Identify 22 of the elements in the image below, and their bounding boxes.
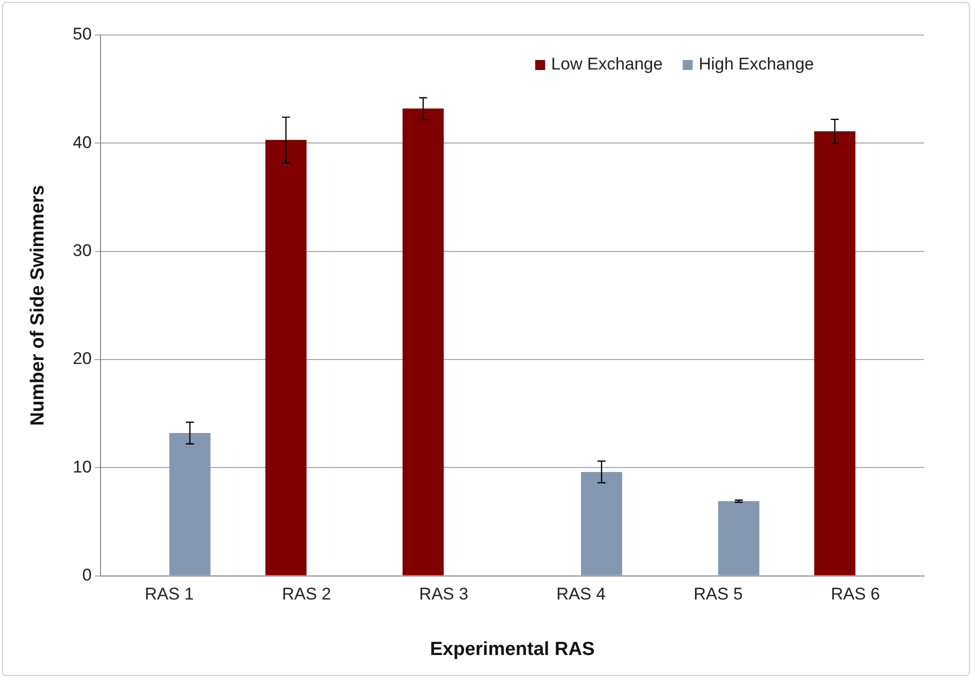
x-axis-title: Experimental RAS bbox=[430, 638, 595, 660]
x-tick-label: RAS 3 bbox=[419, 584, 468, 604]
y-tick-label: 20 bbox=[72, 349, 92, 368]
bar bbox=[265, 140, 307, 576]
bar bbox=[814, 131, 856, 576]
x-tick-label: RAS 4 bbox=[556, 584, 606, 604]
y-tick-label: 30 bbox=[72, 241, 92, 260]
bar bbox=[402, 108, 444, 576]
legend-label: High Exchange bbox=[698, 54, 814, 74]
x-tick-label: RAS 2 bbox=[282, 584, 332, 604]
y-tick-label: 50 bbox=[72, 24, 92, 44]
y-tick-label: 40 bbox=[72, 132, 92, 152]
y-tick-label: 10 bbox=[72, 457, 92, 476]
x-tick-label: RAS 1 bbox=[144, 584, 194, 604]
y-tick-label: 0 bbox=[82, 565, 92, 584]
x-tick-label: RAS 5 bbox=[694, 584, 743, 604]
x-tick-label: RAS 6 bbox=[830, 584, 880, 604]
y-axis-title: Number of Side Swimmers bbox=[28, 185, 49, 426]
bar bbox=[718, 501, 760, 576]
bar bbox=[169, 433, 210, 576]
legend-label: Low Exchange bbox=[551, 54, 663, 74]
bar bbox=[580, 472, 622, 576]
